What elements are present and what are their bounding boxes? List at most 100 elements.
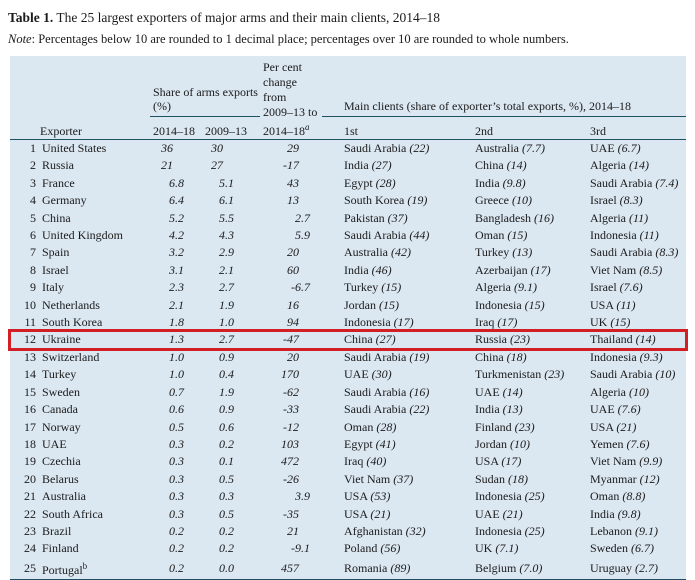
client-3rd-cell: India (9.8) — [568, 506, 686, 523]
client-1st-cell: UAE (30) — [322, 366, 453, 383]
client-share: (18) — [508, 471, 528, 486]
rank-cell: 12 — [24, 332, 36, 347]
title-block: Table 1. The 25 largest exporters of maj… — [0, 0, 695, 48]
client-3rd-cell: Saudi Arabia (7.4) — [568, 175, 686, 192]
client-share: (9.9) — [639, 454, 663, 469]
rank-cell: 5 — [30, 210, 36, 225]
percent-change-cell: 60 — [287, 262, 299, 277]
client-share: (10) — [510, 436, 530, 451]
table-row: 19 Czechia 0.3 0.1 472 Iraq (40) USA (17… — [10, 453, 686, 470]
share-2009-13-cell: 2.7 — [219, 280, 234, 295]
client-share: (7.7) — [522, 141, 545, 155]
client-share: (21) — [502, 506, 523, 521]
table-row: 20 Belarus 0.3 0.5 -26 Viet Nam (37) Sud… — [10, 471, 686, 488]
client-2nd-cell: Oman (15) — [453, 227, 568, 244]
rank-cell: 24 — [24, 541, 36, 556]
exporter-cell: Czechia — [42, 454, 81, 469]
arms-exporters-table: Share of arms exports (%) Per cent change… — [8, 56, 688, 580]
client-country: Oman — [344, 419, 374, 434]
table-row: 1 United States 36 30 29 Saudi Arabia (2… — [10, 140, 686, 158]
client-2nd-cell: UAE (21) — [453, 506, 568, 523]
client-country: Sweden — [590, 541, 628, 556]
percent-change-cell: -35 — [283, 506, 299, 521]
percent-change-cell: 3.9 — [295, 489, 310, 504]
client-country: Saudi Arabia — [344, 349, 407, 364]
client-share: (15) — [524, 297, 545, 312]
rank-cell: 10 — [24, 297, 36, 312]
client-share: (40) — [366, 454, 387, 469]
rank-cell: 14 — [24, 367, 36, 382]
share-2009-13-cell: 0.2 — [219, 541, 234, 556]
rank-cell: 23 — [24, 523, 36, 538]
percent-change-cell: 43 — [287, 175, 299, 190]
rank-cell: 25 — [24, 560, 36, 575]
rank-cell: 4 — [30, 193, 36, 208]
client-country: Turkey — [344, 280, 379, 295]
client-share: (14) — [628, 158, 649, 173]
share-2009-13-cell: 0.5 — [219, 471, 234, 486]
header-spacer — [10, 56, 150, 116]
rank-cell: 9 — [30, 280, 36, 295]
percent-change-cell: 472 — [281, 454, 299, 469]
client-country: Algeria — [475, 280, 511, 295]
client-share: (14) — [635, 332, 656, 347]
rank-cell: 11 — [24, 315, 36, 330]
client-2nd-cell: Australia (7.7) — [453, 140, 568, 158]
client-country: Romania — [344, 560, 388, 575]
client-country: USA — [590, 419, 614, 434]
client-3rd-cell: Yemen (7.6) — [568, 436, 686, 453]
client-share: (25) — [524, 489, 545, 504]
client-1st-cell: China (27) — [322, 331, 453, 348]
client-share: (9.3) — [639, 349, 663, 364]
client-2nd-cell: Jordan (10) — [453, 436, 568, 453]
client-3rd-cell: Israel (8.3) — [568, 192, 686, 209]
client-1st-cell: Saudi Arabia (22) — [322, 401, 453, 418]
percent-change-cell: 16 — [287, 297, 299, 312]
client-country: Belgium — [475, 560, 517, 575]
client-country: Egypt — [344, 175, 373, 190]
client-2nd-cell: China (14) — [453, 157, 568, 174]
note-text: : Percentages below 10 are rounded to 1 … — [31, 32, 569, 46]
client-country: USA — [344, 489, 368, 504]
main-clients-group-header: Main clients (share of exporter’s total … — [322, 56, 686, 117]
client-share: (28) — [375, 175, 396, 190]
rank-cell: 1 — [30, 141, 36, 155]
share-2009-13-cell: 2.1 — [219, 262, 234, 277]
share-2009-13-cell: 4.3 — [219, 228, 234, 243]
share-2009-13-cell: 5.1 — [219, 175, 234, 190]
client-share: (7.0) — [519, 560, 543, 575]
share-2014-18-cell: 4.2 — [169, 228, 184, 243]
rank-column-header — [10, 116, 40, 141]
client-3rd-cell: Algeria (11) — [568, 210, 686, 227]
client-2nd-cell: Russia (23) — [453, 331, 568, 348]
client-share: (23) — [510, 332, 531, 347]
client-share: (17) — [393, 315, 414, 330]
client-country: Algeria — [590, 384, 626, 399]
client-1st-cell: Iraq (40) — [322, 453, 453, 470]
client-2nd-cell: UK (7.1) — [453, 540, 568, 557]
client-share: (7.6) — [626, 436, 650, 451]
client-country: India — [344, 158, 369, 173]
client-2nd-cell: USA (17) — [453, 453, 568, 470]
share-2009-13-cell: 5.5 — [219, 210, 234, 225]
share-2014-18-cell: 0.2 — [169, 523, 184, 538]
client-country: Oman — [590, 489, 620, 504]
client-share: (46) — [371, 262, 392, 277]
client-1st-cell: Afghanistan (32) — [322, 523, 453, 540]
share-2009-13-cell: 6.1 — [219, 193, 234, 208]
client-country: Iraq — [475, 315, 495, 330]
share-group-header: Share of arms exports (%) — [150, 56, 260, 117]
client-share: (15) — [610, 315, 631, 330]
share-2009-13-cell: 0.3 — [219, 489, 234, 504]
client-share: (37) — [393, 471, 414, 486]
client-3rd-cell: Saudi Arabia (8.3) — [568, 244, 686, 261]
exporter-cell: Russia — [42, 158, 75, 173]
share-2014-18-cell: 6.4 — [169, 193, 184, 208]
share-2009-13-cell: 0.6 — [219, 419, 234, 434]
exporter-cell: South Africa — [42, 506, 103, 521]
client-country: Saudi Arabia — [344, 384, 407, 399]
client-3rd-cell: Oman (8.8) — [568, 488, 686, 505]
rank-cell: 7 — [30, 245, 36, 260]
client-3rd-cell: Uruguay (2.7) — [568, 558, 686, 580]
exporter-cell: Ukraine — [42, 332, 81, 347]
